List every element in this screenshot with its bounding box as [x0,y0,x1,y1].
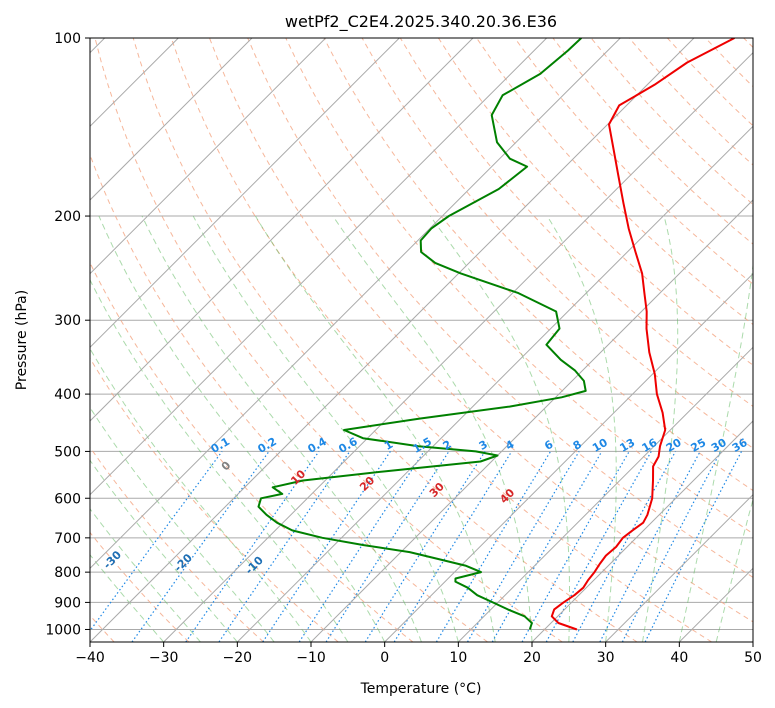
isotherm-line [310,199,753,642]
y-tick-label: 300 [54,313,81,329]
isotherm-line [605,493,753,642]
moist-adiabat-line [332,215,533,642]
mixing-ratio-line [185,451,320,642]
dry-adiabat-line [132,38,638,642]
mixing-ratio-line [262,451,391,642]
x-tick-label: −10 [296,650,326,666]
isotherm-line [90,38,400,349]
x-tick-label: −40 [75,650,105,666]
mixing-ratio-lines [90,451,743,642]
axes: −40 −30 −20 −10 0 10 20 30 40 50 1000 900 800 700 600 5… [45,31,762,666]
y-tick-label: 900 [54,595,81,611]
x-tick-label: −20 [223,650,253,666]
x-tick-label: 0 [380,650,389,666]
y-tick-label: 800 [54,565,81,581]
dry-adiabat-line [90,531,190,642]
moist-adiabat-line [642,215,679,642]
moist-adiabat-line [429,215,571,642]
mixing-ratio-line [545,451,652,642]
mixing-ratio-line [572,451,677,642]
profile-line-0 [550,38,735,631]
sounding-profiles [257,38,735,631]
isotherm-line [384,272,753,642]
y-tick-label: 400 [54,387,81,403]
isotherm-line [90,38,695,642]
mixing-ratio-line [621,451,722,642]
dry-adiabat-line [90,446,264,642]
moist-adiabat-line [90,406,275,642]
moist-adiabat-line [678,261,753,642]
y-tick-label: 100 [54,31,81,47]
isotherm-line [457,346,753,642]
dry-adiabat-line [209,38,753,623]
isotherms [90,38,753,642]
profile-line-1 [257,38,587,630]
mixing-ratio-line [90,451,223,632]
y-tick-label: 1000 [45,622,81,638]
moist-adiabat-line [192,215,459,642]
mixing-ratio-line [218,451,351,642]
y-tick-label: 500 [54,444,81,460]
mixing-ratio-line [644,451,743,642]
isotherm-line [163,51,753,642]
moist-adiabat-line [98,215,386,642]
moist-adiabat-line [90,347,312,642]
dry-adiabat-line [514,38,753,285]
isotherm-line [90,38,621,570]
isotherm-line [90,38,327,275]
isotherm-line [531,420,753,642]
plot-frame [89,37,754,643]
dry-adiabat-line [90,357,339,642]
x-axis-label: Temperature (°C) [360,681,482,697]
x-tick-label: −30 [149,650,179,666]
dry-adiabat-line [170,38,712,642]
moist-adiabat-line [546,215,617,642]
moist-adiabat-line [90,459,238,642]
x-tick-label: 20 [523,650,541,666]
y-axis-label: Pressure (hPa) [14,290,30,390]
mixing-ratio-line [521,451,630,642]
x-tick-label: 40 [670,650,688,666]
x-tick-label: 10 [449,650,467,666]
y-tick-label: 200 [54,209,81,225]
plot-area: 0.1 0.2 0.4 0.6 1 1.5 2 3 4 6 8 10 13 16 20 25 30 36-30 -2… [90,38,753,642]
moist-adiabats [90,215,753,642]
dry-adiabat-line [247,38,753,578]
isotherm-line [90,38,474,422]
dry-adiabat-line [94,38,563,642]
mixing-ratio-line [298,451,425,642]
dry-adiabat-line [399,38,753,408]
isotherm-line [90,38,253,201]
chart-title: wetPf2_C2E4.2025.340.20.36.E36 [285,12,557,32]
x-tick-label: 50 [744,650,762,666]
dry-adiabat-line [90,153,488,642]
y-tick-label: 600 [54,491,81,507]
moist-adiabat-line [141,215,422,642]
x-tick-label: 30 [597,650,615,666]
y-tick-label: 700 [54,531,81,547]
mixing-ratio-line [325,451,450,642]
isotherm-line [90,38,548,496]
mixing-ratio-line [393,451,513,642]
